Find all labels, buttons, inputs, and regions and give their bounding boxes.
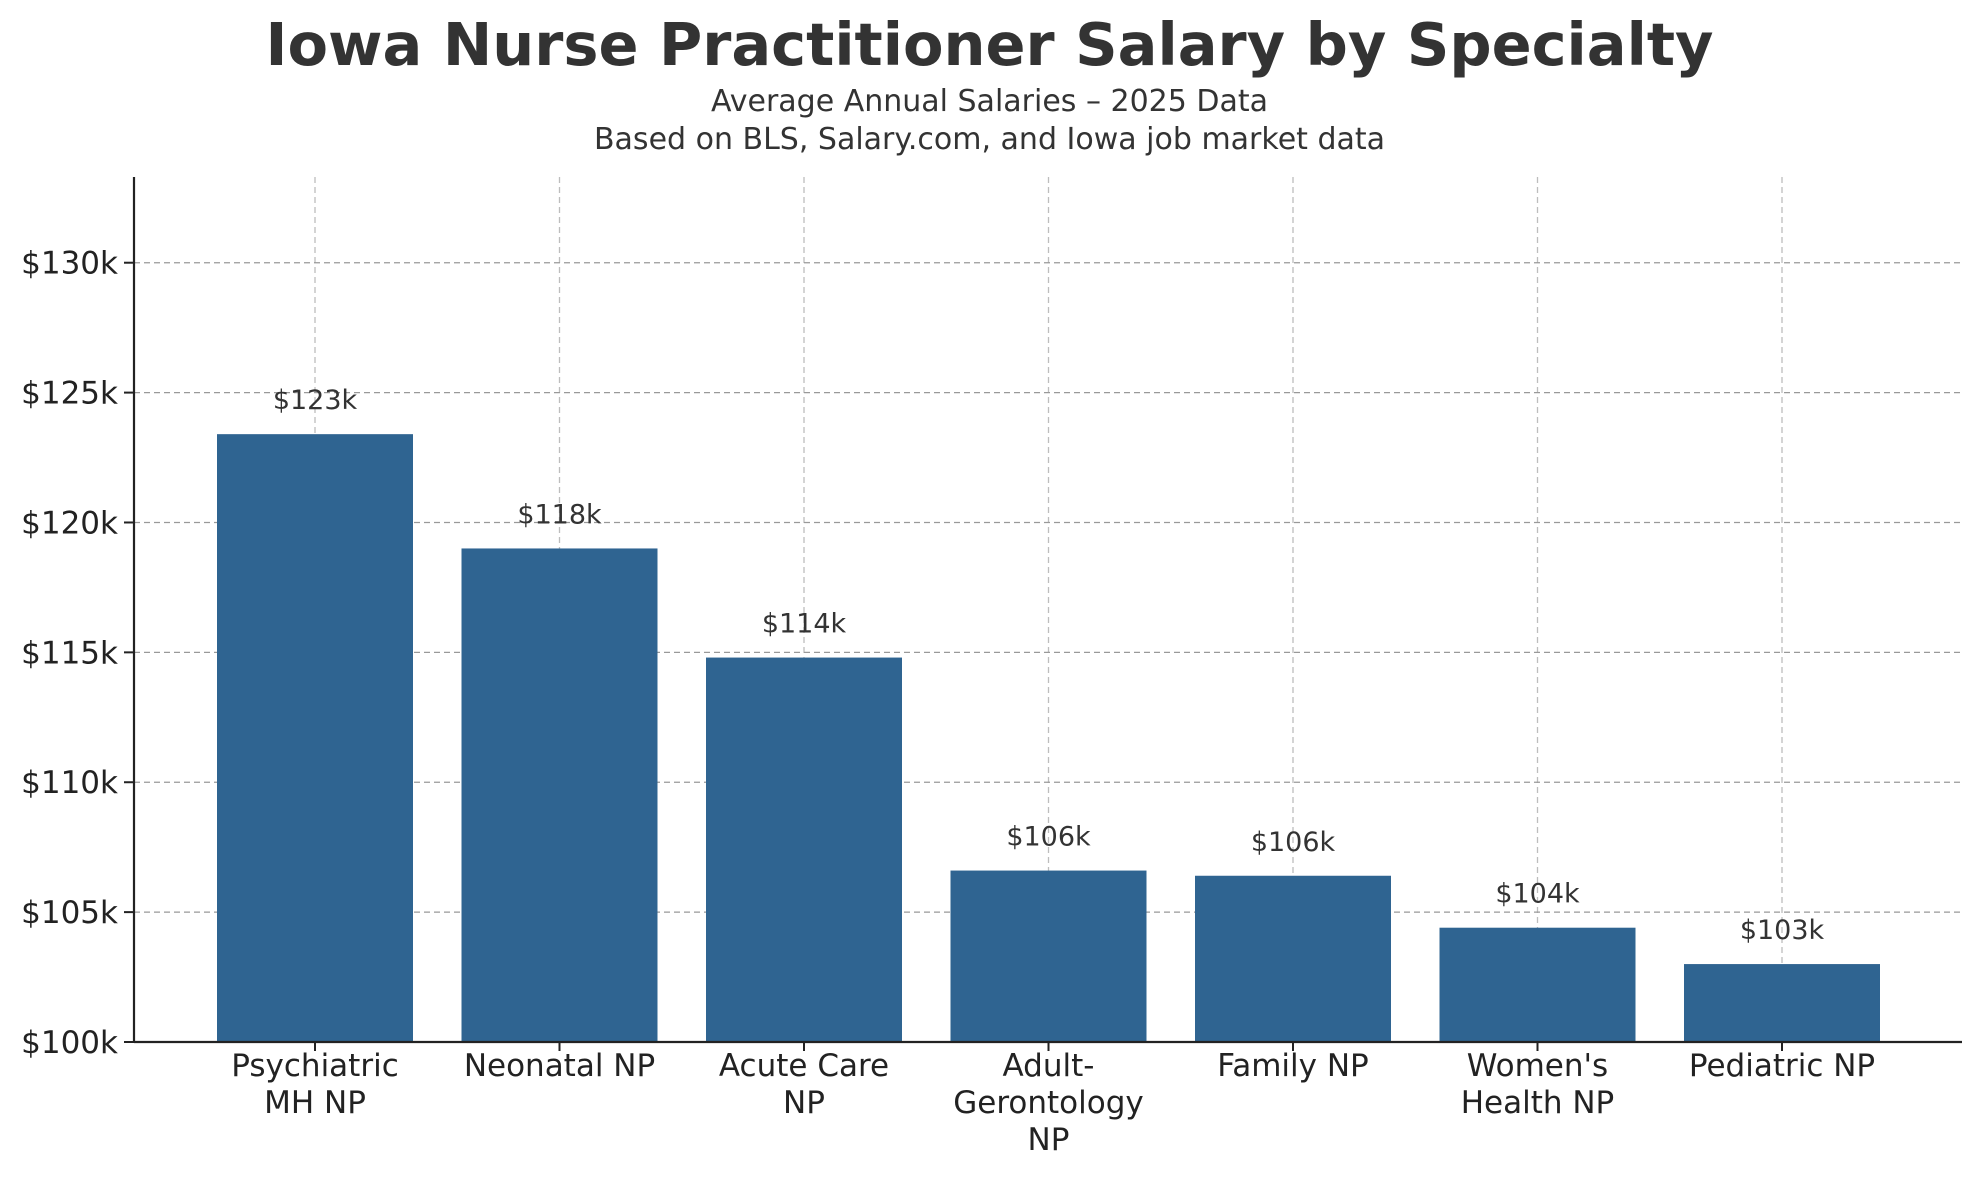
x-category-label: Psychiatric MH NP (231, 1048, 399, 1121)
x-category-label-line: Adult- (1003, 1048, 1095, 1084)
x-category-label: Family NP (1217, 1048, 1369, 1084)
bar-value-label: $118k (517, 499, 602, 530)
y-tick-label: $130k (21, 246, 118, 282)
x-category-label-line: Health NP (1461, 1085, 1615, 1121)
chart-subtitle-line-1: Average Annual Salaries – 2025 Data (710, 84, 1269, 119)
y-tick-label: $120k (21, 505, 118, 541)
bar (950, 870, 1147, 1042)
x-category-label: Pediatric NP (1689, 1048, 1875, 1084)
x-category-label-line: Family NP (1217, 1048, 1369, 1084)
x-category-label: Adult-Gerontology NP (953, 1048, 1144, 1158)
bar-value-label: $123k (273, 385, 358, 416)
bar-value-label: $106k (1006, 822, 1091, 853)
x-category-label-line: Psychiatric (231, 1048, 399, 1084)
bar-value-label: $104k (1495, 879, 1580, 910)
y-tick-label: $100k (21, 1025, 118, 1061)
y-tick-label: $110k (21, 765, 118, 801)
bar-value-label: $106k (1251, 827, 1336, 858)
x-category-label-line: NP (1028, 1122, 1070, 1158)
bar (217, 434, 413, 1042)
bar-value-label: $114k (762, 609, 847, 640)
chart-title: Iowa Nurse Practitioner Salary by Specia… (265, 10, 1714, 79)
x-category-label-line: Women's (1467, 1048, 1608, 1084)
bar (706, 657, 902, 1042)
bar-value-label: $103k (1740, 915, 1825, 946)
x-category-label-line: Neonatal NP (464, 1048, 655, 1084)
x-category-label-line: NP (783, 1085, 825, 1121)
x-category-label-line: MH NP (264, 1085, 366, 1121)
y-tick-label: $105k (21, 895, 118, 931)
bar (1684, 964, 1880, 1042)
x-category-label-line: Pediatric NP (1689, 1048, 1875, 1084)
y-tick-label: $115k (21, 635, 118, 671)
chart-subtitle-line-2: Based on BLS, Salary.com, and Iowa job m… (593, 122, 1386, 157)
x-category-label: Neonatal NP (464, 1048, 655, 1084)
x-category-label-line: Acute Care (719, 1048, 889, 1084)
bar (1195, 875, 1391, 1042)
bar (1439, 927, 1636, 1042)
x-category-label: Acute Care NP (719, 1048, 889, 1121)
x-category-label: Women's Health NP (1461, 1048, 1615, 1121)
bar (461, 548, 658, 1042)
y-tick-label: $125k (21, 376, 118, 412)
x-category-label-line: Gerontology (953, 1085, 1144, 1121)
